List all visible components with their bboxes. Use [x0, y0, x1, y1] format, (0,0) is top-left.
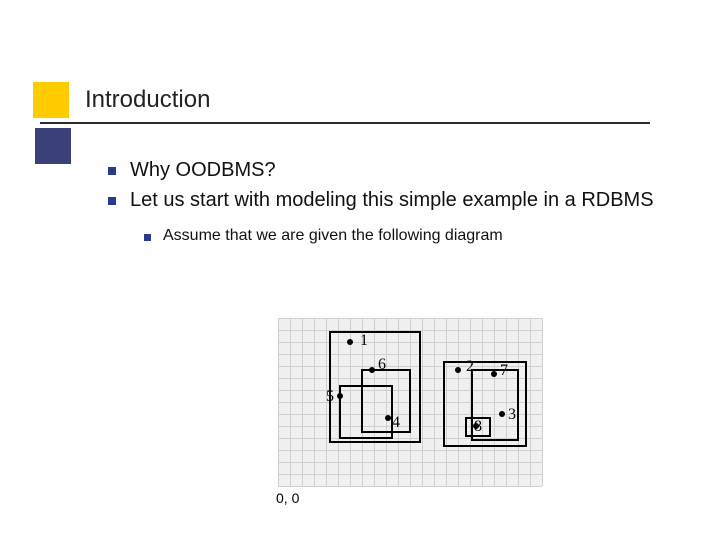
bullet-icon [144, 234, 151, 241]
bullet-list: Why OODBMS? Let us start with modeling t… [108, 158, 668, 245]
diagram: 0, 0 16542738 [278, 318, 542, 486]
bullet-text: Let us start with modeling this simple e… [130, 188, 654, 214]
point-label-1: 1 [360, 332, 368, 349]
accent-yellow-box [33, 82, 69, 118]
box-2 [444, 362, 526, 446]
point-3 [499, 411, 505, 417]
accent-navy-box [35, 128, 71, 164]
sub-bullet-text: Assume that we are given the following d… [163, 227, 503, 245]
point-1 [347, 339, 353, 345]
bullet-text: Why OODBMS? [130, 158, 276, 184]
point-7 [491, 371, 497, 377]
page-title: Introduction [85, 86, 210, 114]
box-6 [362, 370, 410, 432]
bullet-item-2: Let us start with modeling this simple e… [108, 188, 668, 214]
title-rule [40, 122, 650, 124]
origin-label: 0, 0 [276, 490, 299, 506]
point-label-4: 4 [392, 414, 400, 431]
point-label-2: 2 [466, 358, 474, 375]
grid-vline [542, 318, 543, 486]
point-label-8: 8 [474, 418, 482, 435]
point-4 [385, 415, 391, 421]
bullet-icon [108, 197, 116, 205]
point-6 [369, 367, 375, 373]
point-2 [455, 367, 461, 373]
point-label-6: 6 [378, 356, 386, 373]
diagram-svg: 16 5 4 2 7 3 8 [278, 318, 542, 486]
sub-bullet-item-1: Assume that we are given the following d… [144, 227, 668, 245]
point-label-3: 3 [508, 406, 516, 423]
point-label-5: 5 [326, 388, 334, 405]
bullet-icon [108, 167, 116, 175]
slide: Introduction Why OODBMS? Let us start wi… [0, 0, 720, 540]
point-5 [337, 393, 343, 399]
bullet-item-1: Why OODBMS? [108, 158, 668, 184]
point-label-7: 7 [500, 362, 508, 379]
box-5 [340, 386, 392, 438]
grid-hline [278, 486, 542, 487]
